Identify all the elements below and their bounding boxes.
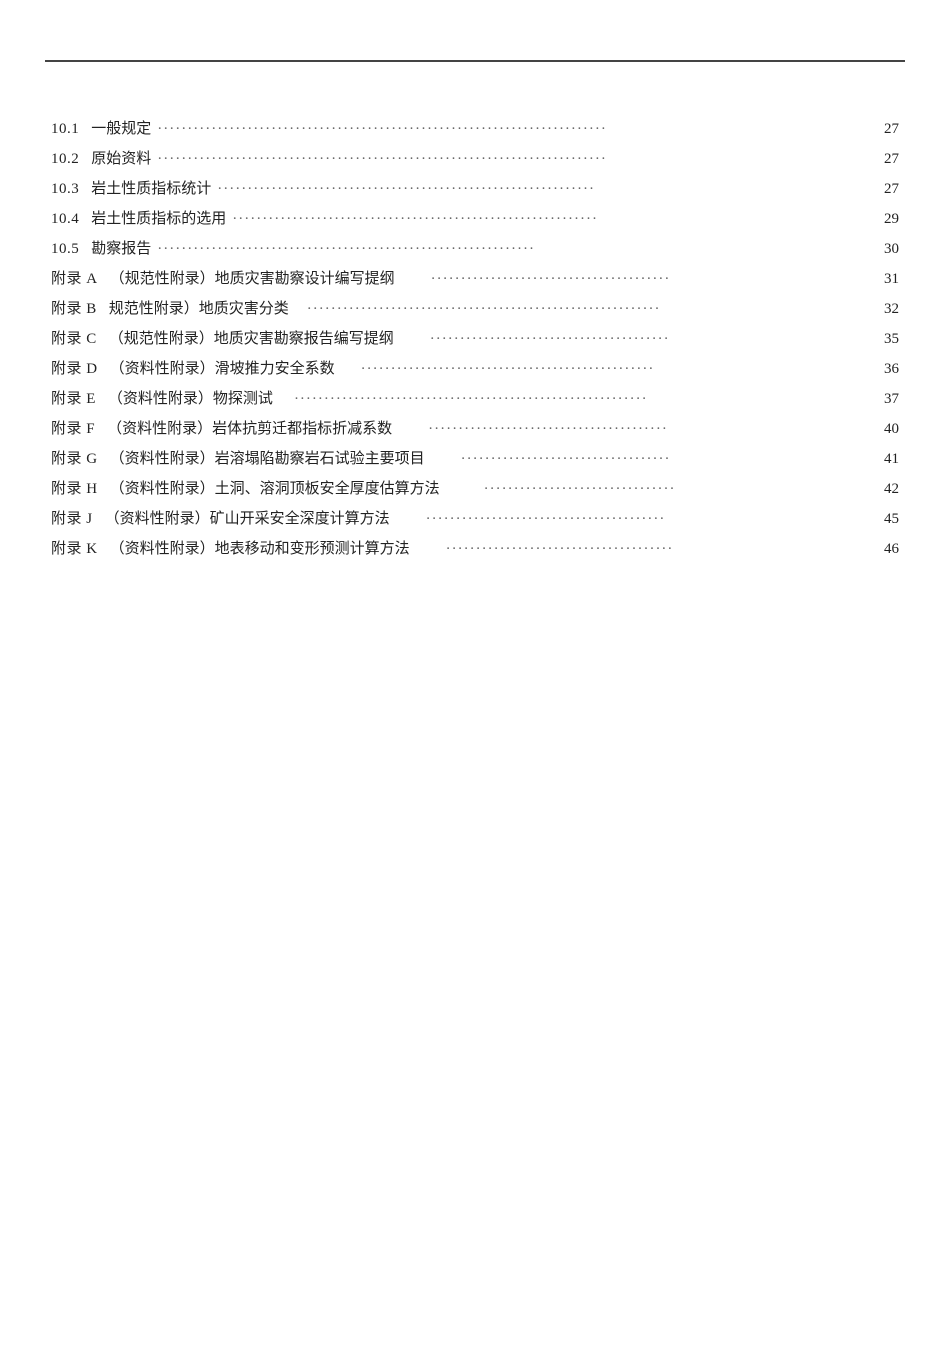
toc-leader-pre: ········································… xyxy=(157,121,607,138)
toc-entry: 10.1 一般规定 ································… xyxy=(51,117,899,138)
toc-entry-page: 31 xyxy=(884,271,899,288)
toc-entry-label: 岩土性质指标的选用 xyxy=(91,207,226,228)
toc-leader-post: ········································… xyxy=(361,361,655,378)
toc-entry-page: 29 xyxy=(884,211,899,228)
toc-entry-page: 41 xyxy=(884,451,899,468)
table-of-contents: 10.1 一般规定 ································… xyxy=(45,117,905,558)
toc-entry-label: （资料性附录）物探测试 xyxy=(108,387,273,408)
toc-leader-pre: ········································… xyxy=(157,151,607,168)
toc-entry: 10.5 勘察报告 ································… xyxy=(51,237,899,258)
toc-entry-number: 附录 E xyxy=(51,387,96,408)
toc-entry-page: 46 xyxy=(884,541,899,558)
toc-leader-post: ········································… xyxy=(307,301,661,318)
toc-leader-post: ································ xyxy=(484,481,676,498)
toc-entry: 附录 A （规范性附录）地质灾害勘察设计编写提纲 ·················… xyxy=(51,267,899,288)
toc-entry-page: 37 xyxy=(884,391,899,408)
toc-entry-number: 10.5 xyxy=(51,241,79,258)
toc-leader-post: ········································ xyxy=(431,271,671,288)
toc-entry-page: 40 xyxy=(884,421,899,438)
toc-leader-post: ········································… xyxy=(294,391,648,408)
toc-entry: 附录 J （资料性附录）矿山开采安全深度计算方法 ·················… xyxy=(51,507,899,528)
toc-leader-post: ······································ xyxy=(446,541,674,558)
toc-entry-label: 岩土性质指标统计 xyxy=(91,177,211,198)
toc-entry-number: 10.2 xyxy=(51,151,79,168)
toc-entry-page: 27 xyxy=(884,181,899,198)
toc-entry-number: 10.4 xyxy=(51,211,79,228)
toc-leader-post: ········································ xyxy=(428,421,668,438)
toc-leader-post: ··································· xyxy=(461,451,671,468)
toc-entry-label: （资料性附录）滑坡推力安全系数 xyxy=(110,357,335,378)
toc-entry: 附录 F （资料性附录）岩体抗剪迁都指标折减系数 ·················… xyxy=(51,417,899,438)
toc-entry-number: 10.3 xyxy=(51,181,79,198)
toc-entry-page: 32 xyxy=(884,301,899,318)
toc-entry-number: 附录 A xyxy=(51,267,98,288)
toc-entry-number: 附录 J xyxy=(51,507,93,528)
toc-entry-label: （规范性附录）地质灾害勘察设计编写提纲 xyxy=(110,267,395,288)
toc-entry-label: 一般规定 xyxy=(91,117,151,138)
toc-entry-label: （资料性附录）岩体抗剪迁都指标折减系数 xyxy=(107,417,392,438)
toc-leader-post: ········································ xyxy=(430,331,670,348)
toc-entry-number: 附录 G xyxy=(51,447,98,468)
toc-entry-label: （资料性附录）矿山开采安全深度计算方法 xyxy=(105,507,390,528)
toc-entry-page: 27 xyxy=(884,121,899,138)
toc-entry-page: 35 xyxy=(884,331,899,348)
toc-entry: 附录 C （规范性附录）地质灾害勘察报告编写提纲 ·················… xyxy=(51,327,899,348)
toc-entry: 附录 K （资料性附录）地表移动和变形预测计算方法 ················… xyxy=(51,537,899,558)
toc-entry-page: 36 xyxy=(884,361,899,378)
toc-entry-label: （资料性附录）岩溶塌陷勘察岩石试验主要项目 xyxy=(110,447,425,468)
toc-entry-number: 附录 D xyxy=(51,357,98,378)
toc-entry-page: 42 xyxy=(884,481,899,498)
toc-entry-page: 45 xyxy=(884,511,899,528)
toc-entry-number: 附录 B xyxy=(51,297,97,318)
toc-entry: 附录 H （资料性附录）土洞、溶洞顶板安全厚度估算方法 ··············… xyxy=(51,477,899,498)
toc-entry: 10.3 岩土性质指标统计 ····························… xyxy=(51,177,899,198)
toc-leader-pre: ········································… xyxy=(217,181,595,198)
toc-entry: 10.2 原始资料 ································… xyxy=(51,147,899,168)
toc-leader-pre: ········································… xyxy=(232,211,598,228)
toc-entry-number: 10.1 xyxy=(51,121,79,138)
toc-leader-post: ········································ xyxy=(426,511,666,528)
toc-entry-page: 30 xyxy=(884,241,899,258)
toc-leader-pre: ········································… xyxy=(157,241,535,258)
toc-entry: 附录 G （资料性附录）岩溶塌陷勘察岩石试验主要项目 ···············… xyxy=(51,447,899,468)
toc-entry-page: 27 xyxy=(884,151,899,168)
toc-entry-label: （资料性附录）土洞、溶洞顶板安全厚度估算方法 xyxy=(110,477,440,498)
toc-entry-label: 勘察报告 xyxy=(91,237,151,258)
toc-entry-label: （规范性附录）地质灾害勘察报告编写提纲 xyxy=(109,327,394,348)
toc-entry-number: 附录 F xyxy=(51,417,95,438)
toc-entry-number: 附录 H xyxy=(51,477,98,498)
toc-entry: 10.4 岩土性质指标的选用 ···························… xyxy=(51,207,899,228)
toc-entry: 附录 D （资料性附录）滑坡推力安全系数 ·····················… xyxy=(51,357,899,378)
toc-entry-label: 规范性附录）地质灾害分类 xyxy=(109,297,289,318)
toc-entry-label: 原始资料 xyxy=(91,147,151,168)
page-top-rule xyxy=(45,60,905,62)
toc-entry-number: 附录 C xyxy=(51,327,97,348)
toc-entry: 附录 B 规范性附录）地质灾害分类 ························… xyxy=(51,297,899,318)
toc-entry-number: 附录 K xyxy=(51,537,98,558)
toc-entry: 附录 E （资料性附录）物探测试 ·························… xyxy=(51,387,899,408)
toc-entry-label: （资料性附录）地表移动和变形预测计算方法 xyxy=(110,537,410,558)
